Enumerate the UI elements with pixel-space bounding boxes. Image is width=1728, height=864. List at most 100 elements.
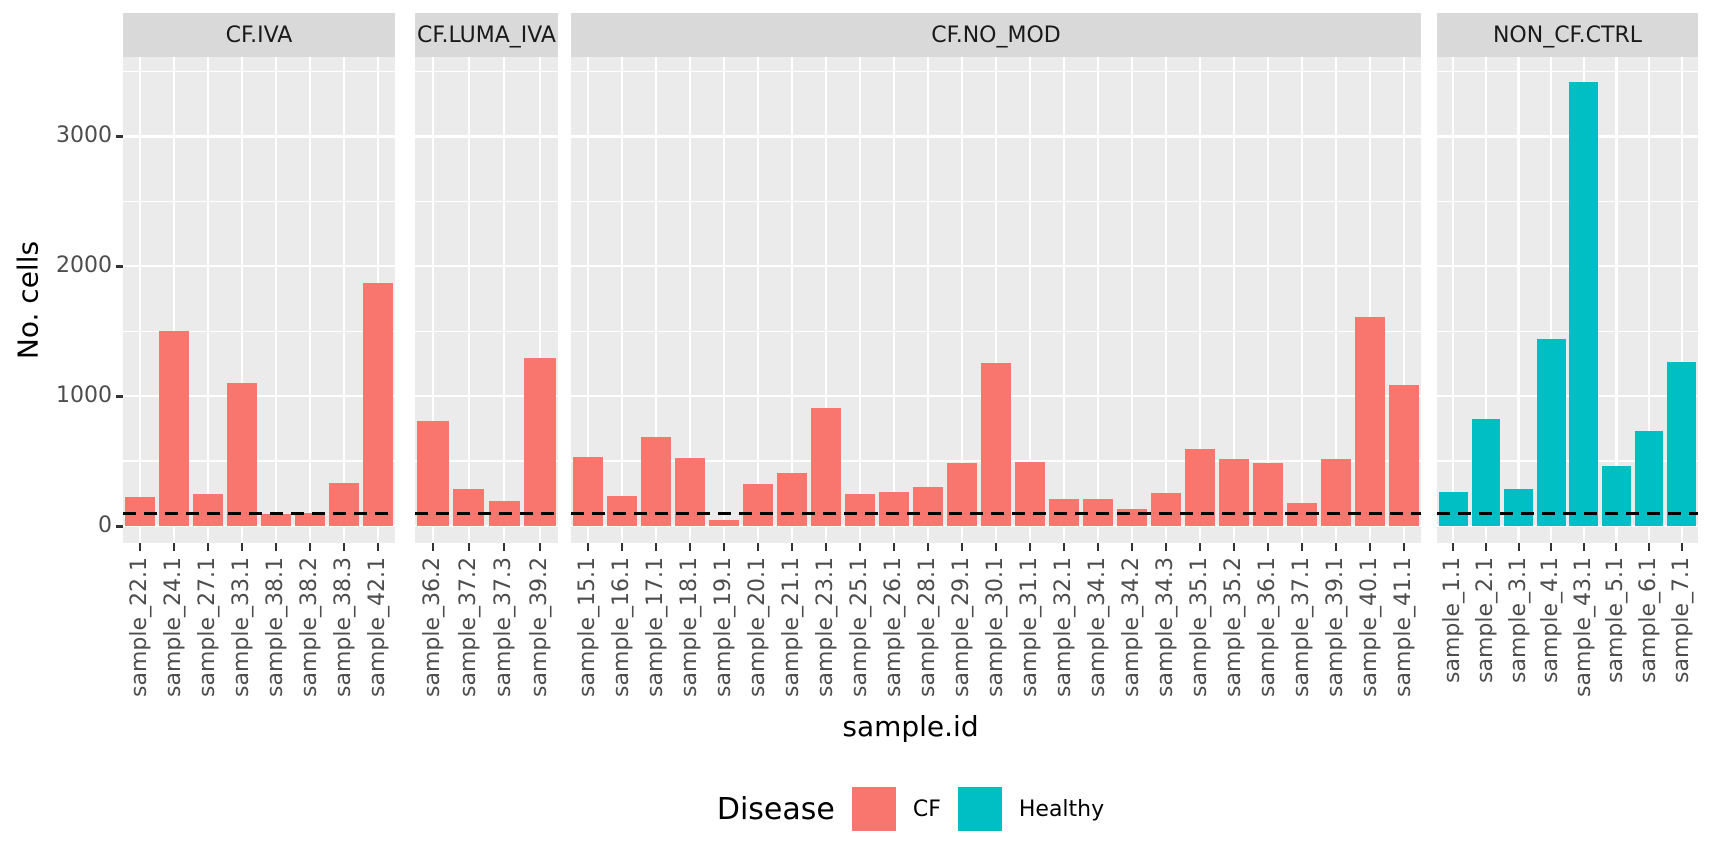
bar (879, 491, 909, 526)
gridline-minor-y (123, 200, 395, 203)
gridline-x (1680, 57, 1683, 543)
gridline-major-y (123, 265, 395, 268)
x-tick-label: sample_39.2 (527, 557, 553, 697)
gridline-x (539, 57, 542, 543)
x-tick-label: sample_37.2 (455, 557, 481, 697)
bar (193, 493, 223, 526)
y-axis-tick (116, 394, 123, 398)
bar (329, 483, 359, 526)
x-axis-tick (825, 543, 827, 551)
x-axis-tick (1097, 543, 1099, 551)
gridline-minor-y (415, 200, 558, 203)
x-tick-label: sample_35.1 (1187, 557, 1212, 697)
gridline-x (1402, 57, 1406, 543)
gridline-minor-y (123, 330, 395, 332)
x-tick-label: sample_17.1 (643, 557, 668, 697)
x-tick-label: sample_16.1 (609, 557, 634, 697)
gridline-minor-y (1437, 330, 1698, 332)
gridline-major-y (1437, 135, 1698, 138)
legend-swatch-healthy (957, 787, 1002, 831)
bar (452, 488, 485, 526)
gridline-x (274, 57, 278, 543)
x-tick-label: sample_34.2 (1119, 557, 1144, 697)
x-axis-tick (893, 543, 895, 551)
reference-line (123, 511, 395, 515)
gridline-major-y (415, 395, 558, 398)
bar (1151, 492, 1181, 526)
bar (1321, 459, 1351, 526)
bar (159, 331, 189, 526)
gridline-x (240, 57, 244, 543)
gridline-x (1334, 57, 1338, 543)
gridline-x (654, 57, 658, 543)
gridline-x (926, 57, 930, 543)
bar (777, 473, 807, 526)
facet-strip: CF.LUMA_IVA (415, 13, 558, 57)
gridline-x (586, 57, 590, 543)
x-axis-tick (1165, 543, 1167, 551)
x-tick-label: sample_6.1 (1636, 557, 1662, 683)
y-tick-label: 2000 (56, 253, 112, 279)
gridline-x (620, 57, 624, 543)
x-tick-label: sample_1.1 (1440, 557, 1466, 683)
bar (1471, 418, 1501, 526)
x-axis-tick (503, 543, 506, 551)
gridline-minor-y (1437, 200, 1698, 203)
x-axis-tick (207, 543, 209, 551)
gridline-x (1484, 57, 1488, 543)
x-axis-tick (1550, 543, 1553, 551)
gridline-x (308, 57, 312, 543)
bar (709, 519, 739, 526)
x-axis-title: sample.id (842, 710, 979, 743)
x-tick-label: sample_38.3 (331, 557, 356, 697)
facet-strip: CF.IVA (123, 13, 395, 57)
gridline-x (1198, 57, 1202, 543)
gridline-x (960, 57, 964, 543)
bar (261, 514, 291, 526)
gridline-x (1550, 57, 1553, 543)
bar (641, 437, 671, 526)
x-tick-label: sample_18.1 (677, 557, 702, 697)
bar (845, 494, 875, 526)
x-tick-label: sample_28.1 (915, 557, 940, 697)
legend: Disease CF Healthy (123, 783, 1698, 835)
bar (1253, 463, 1283, 526)
y-axis-tick (116, 134, 123, 138)
x-axis-tick (587, 543, 589, 551)
gridline-minor-y (123, 70, 395, 73)
x-tick-label: sample_39.1 (1323, 557, 1348, 697)
x-axis-tick (467, 543, 470, 551)
reference-line (571, 511, 1421, 515)
x-axis-tick (309, 543, 311, 551)
x-tick-label: sample_20.1 (745, 557, 770, 697)
x-tick-label: sample_4.1 (1538, 557, 1564, 683)
x-tick-label: sample_36.2 (419, 557, 445, 697)
x-axis-tick (173, 543, 175, 551)
gridline-x (1062, 57, 1066, 543)
x-axis-tick (1615, 543, 1618, 551)
x-axis-tick (1369, 543, 1371, 551)
gridline-x (722, 57, 726, 543)
x-tick-label: sample_36.1 (1255, 557, 1280, 697)
x-axis-title-wrap: sample.id (123, 710, 1698, 743)
bar (1015, 462, 1045, 526)
x-tick-label: sample_15.1 (575, 557, 600, 697)
bar (417, 420, 449, 526)
x-tick-label: sample_24.1 (161, 557, 186, 697)
gridline-minor-y (1437, 70, 1698, 73)
x-tick-label: sample_42.1 (365, 557, 390, 697)
reference-line (1437, 511, 1698, 515)
x-tick-label: sample_29.1 (949, 557, 974, 697)
legend-title: Disease (716, 791, 835, 827)
bar (981, 363, 1011, 526)
bar (1634, 431, 1664, 526)
x-axis-tick (241, 543, 243, 551)
bar (1602, 466, 1631, 526)
y-tick-label: 0 (98, 513, 112, 538)
facet-strip-label: NON_CF.CTRL (1492, 22, 1643, 48)
gridline-x (503, 57, 506, 543)
x-axis-tick (139, 543, 141, 551)
gridline-x (892, 57, 896, 543)
x-tick-label: sample_43.1 (1570, 557, 1596, 697)
x-axis-tick (275, 543, 277, 551)
